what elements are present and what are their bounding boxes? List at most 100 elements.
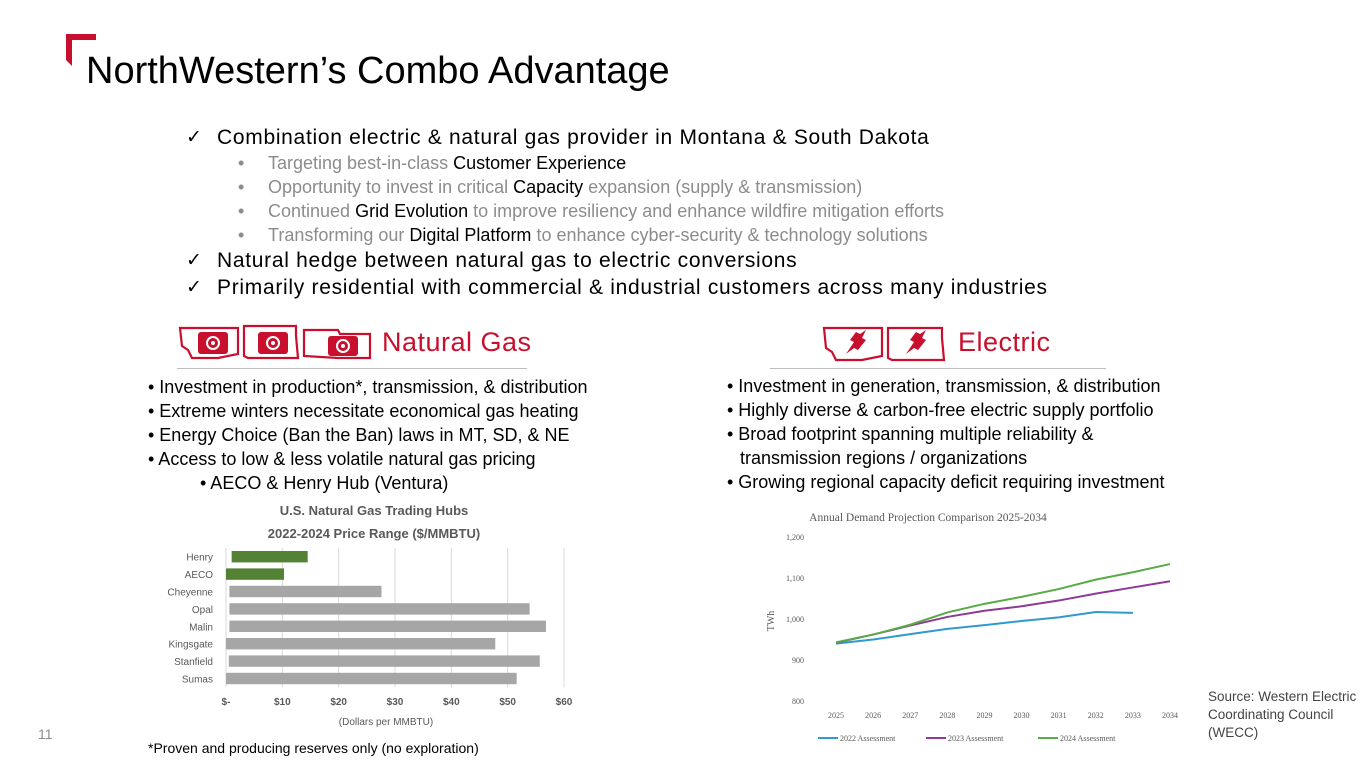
checkmark-icon: ✓: [186, 126, 203, 148]
category-label: Kingsgate: [169, 640, 214, 651]
footnote: *Proven and producing reserves only (no …: [148, 740, 479, 756]
y-tick-label: 900: [792, 656, 804, 665]
gas-hub-price-chart: U.S. Natural Gas Trading Hubs 2022-2024 …: [167, 503, 573, 728]
list-item: transmission regions / organizations: [740, 448, 1028, 468]
bullet-dot-icon: •: [238, 201, 245, 221]
x-tick-label: 2027: [902, 711, 918, 720]
x-tick-label: 2033: [1125, 711, 1141, 720]
x-tick-label: 2029: [976, 711, 992, 720]
list-item: • AECO & Henry Hub (Ventura): [200, 473, 449, 493]
x-tick-label: $40: [443, 697, 460, 708]
slide-title: NorthWestern’s Combo Advantage: [86, 50, 670, 92]
list-item: • Investment in generation, transmission…: [727, 376, 1161, 396]
category-label: AECO: [185, 570, 214, 581]
x-tick-label: $60: [556, 697, 573, 708]
page-number: 11: [38, 726, 53, 742]
list-item: • Growing regional capacity deficit requ…: [727, 472, 1165, 492]
y-tick-label: 1,000: [786, 615, 804, 624]
x-tick-label: $-: [222, 697, 231, 708]
electric-plug-state-map-icon: [822, 326, 946, 362]
check-item-text: Combination electric & natural gas provi…: [217, 126, 930, 149]
bar-aeco: [226, 568, 285, 580]
series-line-2022-assessment: [835, 611, 1133, 645]
sub-item: • Opportunity to invest in critical Capa…: [186, 175, 1186, 199]
list-item: • Energy Choice (Ban the Ban) laws in MT…: [148, 425, 570, 445]
sub-item-text: Continued: [268, 201, 356, 221]
bar-opal: [229, 603, 530, 615]
sub-item: • Targeting best-in-class Customer Exper…: [186, 151, 1186, 175]
list-item: • Extreme winters necessitate economical…: [148, 401, 579, 421]
sub-item-text: to improve resiliency and enhance wildfi…: [468, 201, 945, 221]
legend-label: 2023 Assessment: [948, 734, 1004, 743]
legend-label: 2022 Assessment: [840, 734, 896, 743]
category-label: Cheyenne: [167, 588, 213, 599]
x-tick-label: $30: [387, 697, 404, 708]
sub-item-text: Transforming our: [268, 225, 410, 245]
category-label: Opal: [192, 605, 213, 616]
category-label: Henry: [186, 553, 213, 564]
x-tick-label: 2025: [828, 711, 844, 720]
y-tick-label: 800: [792, 697, 804, 706]
corner-accent-icon: [66, 34, 96, 66]
sub-item-emphasis: Digital Platform: [409, 225, 532, 245]
bullet-dot-icon: •: [238, 177, 245, 197]
check-item-text: Primarily residential with commercial & …: [217, 276, 1048, 299]
x-tick-label: 2031: [1051, 711, 1067, 720]
category-label: Stanfield: [174, 657, 213, 668]
legend-label: 2024 Assessment: [1060, 734, 1116, 743]
section-divider: [770, 368, 1106, 369]
sub-item-text: Opportunity to invest in critical: [268, 177, 514, 197]
bar-cheyenne: [229, 585, 382, 598]
bullet-dot-icon: •: [238, 153, 245, 173]
electric-bullets: • Investment in generation, transmission…: [727, 374, 1165, 494]
category-label: Sumas: [182, 675, 213, 686]
y-tick-label: 1,100: [786, 574, 804, 583]
check-item-text: Natural hedge between natural gas to ele…: [217, 249, 798, 272]
checkmark-icon: ✓: [186, 249, 203, 271]
sub-item-text: to enhance cyber-security & technology s…: [531, 225, 928, 245]
checkmark-icon: ✓: [186, 276, 203, 298]
sub-item-text: Targeting best-in-class: [268, 153, 454, 173]
y-tick-label: 1,200: [786, 533, 804, 542]
series-line-2024-assessment: [835, 563, 1171, 644]
chart-y-axis-label: TWh: [766, 611, 777, 632]
bar-sumas: [226, 672, 517, 685]
x-tick-label: 2026: [865, 711, 881, 720]
x-tick-label: $10: [274, 697, 291, 708]
bar-malin: [229, 620, 546, 632]
sub-item-emphasis: Customer Experience: [453, 153, 627, 173]
sub-item-emphasis: Grid Evolution: [355, 201, 469, 221]
natural-gas-heading: Natural Gas: [382, 327, 532, 357]
x-tick-label: $20: [330, 697, 347, 708]
source-note: Source: Western Electric Coordinating Co…: [1208, 689, 1357, 740]
chart-title: U.S. Natural Gas Trading Hubs: [280, 503, 469, 518]
check-item: ✓ Combination electric & natural gas pro…: [186, 124, 1186, 151]
x-tick-label: 2028: [939, 711, 955, 720]
chart-title: Annual Demand Projection Comparison 2025…: [809, 512, 1047, 524]
list-item: • Highly diverse & carbon-free electric …: [727, 400, 1154, 420]
section-divider: [177, 368, 527, 369]
x-tick-label: 2030: [1014, 711, 1030, 720]
x-tick-label: 2032: [1088, 711, 1104, 720]
check-item: ✓ Primarily residential with commercial …: [186, 274, 1186, 301]
chart-x-axis-label: (Dollars per MMBTU): [339, 717, 433, 728]
check-item: ✓ Natural hedge between natural gas to e…: [186, 247, 1186, 274]
bar-henry: [231, 551, 308, 563]
demand-projection-chart: Annual Demand Projection Comparison 2025…: [760, 503, 1192, 749]
bar-kingsgate: [226, 638, 496, 650]
bar-stanfield: [228, 655, 540, 667]
sub-item-text: expansion (supply & transmission): [583, 177, 863, 197]
sub-item-emphasis: Capacity: [513, 177, 584, 197]
x-tick-label: $50: [499, 697, 516, 708]
sub-list: • Targeting best-in-class Customer Exper…: [186, 151, 1186, 247]
natural-gas-bullets: • Investment in production*, transmissio…: [148, 375, 588, 495]
list-item: • Investment in production*, transmissio…: [148, 377, 588, 397]
checklist: ✓ Combination electric & natural gas pro…: [186, 124, 1186, 301]
electric-heading: Electric: [958, 327, 1051, 357]
gas-valve-state-map-icon: [178, 324, 372, 360]
bullet-dot-icon: •: [238, 225, 245, 245]
sub-item: • Transforming our Digital Platform to e…: [186, 223, 1186, 247]
chart-subtitle: 2022-2024 Price Range ($/MMBTU): [268, 526, 480, 541]
list-item: • Broad footprint spanning multiple reli…: [727, 424, 1094, 444]
x-tick-label: 2034: [1162, 711, 1178, 720]
